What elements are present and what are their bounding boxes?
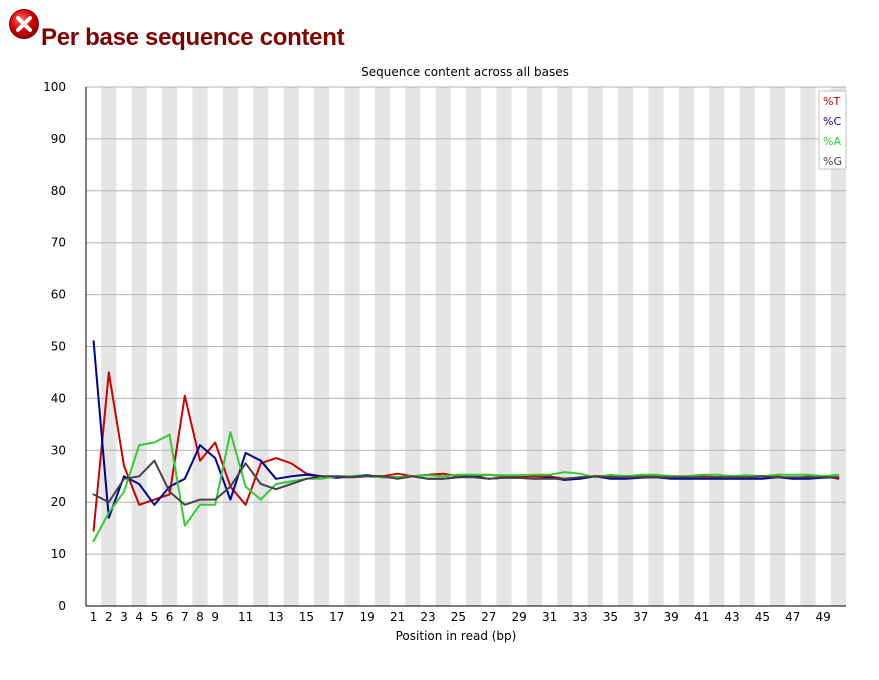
x-tick-label: 43 — [724, 610, 739, 624]
x-tick-label: 5 — [151, 610, 159, 624]
gridlines — [86, 86, 846, 555]
x-tick-label: 7 — [181, 610, 189, 624]
x-tick-label: 37 — [633, 610, 648, 624]
legend-entry-g: %G — [823, 155, 842, 168]
y-tick-label: 90 — [51, 132, 66, 146]
fail-x-icon — [9, 9, 39, 39]
y-tick-label: 70 — [51, 236, 66, 250]
y-tick-label: 0 — [58, 599, 66, 613]
x-tick-label: 49 — [816, 610, 831, 624]
x-tick-label: 39 — [664, 610, 679, 624]
series-line-g — [92, 459, 840, 506]
axes — [85, 87, 846, 607]
y-tick-label: 10 — [51, 547, 66, 561]
y-tick-label: 20 — [51, 495, 66, 509]
x-tick-label: 35 — [603, 610, 618, 624]
x-tick-label: 33 — [572, 610, 587, 624]
x-tick-label: 15 — [299, 610, 314, 624]
x-tick-label: 3 — [120, 610, 128, 624]
y-tick-labels: 0 10 20 30 40 50 60 70 80 90 100 — [43, 80, 66, 613]
x-tick-label: 45 — [755, 610, 770, 624]
y-tick-label: 80 — [51, 184, 66, 198]
x-tick-label: 2 — [105, 610, 113, 624]
series-lines — [92, 340, 840, 543]
x-tick-label: 27 — [481, 610, 496, 624]
x-tick-label: 47 — [785, 610, 800, 624]
legend: %T %C %A %G — [818, 90, 847, 170]
legend-box — [818, 90, 847, 170]
y-tick-label: 30 — [51, 443, 66, 457]
series-line-a — [92, 431, 840, 543]
page-title: Per base sequence content — [41, 24, 345, 51]
x-tick-label: 41 — [694, 610, 709, 624]
x-tick-label: 23 — [420, 610, 435, 624]
legend-entry-a: %A — [823, 135, 841, 148]
legend-entry-c: %C — [823, 115, 841, 128]
x-tick-label: 31 — [542, 610, 557, 624]
x-tick-label: 4 — [135, 610, 143, 624]
x-tick-label: 21 — [390, 610, 405, 624]
x-tick-label: 19 — [360, 610, 375, 624]
y-tick-label: 40 — [51, 391, 66, 405]
x-axis-label: Position in read (bp) — [396, 629, 517, 643]
x-tick-label: 11 — [238, 610, 253, 624]
chart-title: Sequence content across all bases — [361, 65, 569, 79]
x-tick-label: 13 — [268, 610, 283, 624]
y-tick-label: 50 — [51, 340, 66, 354]
y-tick-label: 60 — [51, 288, 66, 302]
x-tick-label: 8 — [196, 610, 204, 624]
x-tick-label: 29 — [512, 610, 527, 624]
x-tick-label: 6 — [166, 610, 174, 624]
legend-entry-t: %T — [823, 95, 840, 108]
x-tick-label: 9 — [211, 610, 219, 624]
x-tick-label: 1 — [90, 610, 98, 624]
x-tick-label: 17 — [329, 610, 344, 624]
y-tick-label: 100 — [43, 80, 66, 94]
x-tick-labels: 1 2 3 4 5 6 7 8 9 11 13 15 17 19 21 23 25 27 29 31 33 35 37 39 4… — [90, 610, 831, 624]
x-tick-label: 25 — [451, 610, 466, 624]
